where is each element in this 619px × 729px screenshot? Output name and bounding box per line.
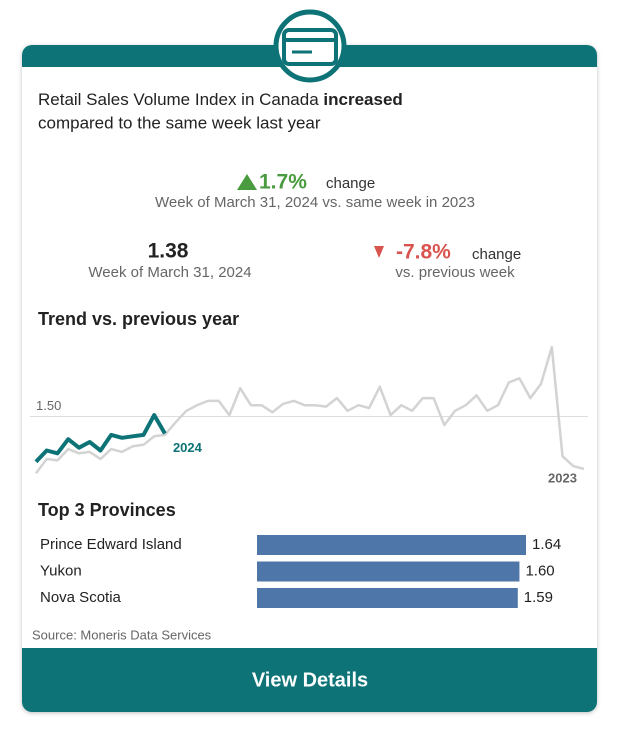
- current-caption: Week of March 31, 2024: [88, 264, 251, 281]
- value-label: 1.59: [524, 589, 553, 606]
- series-label: 2023: [548, 470, 577, 485]
- value-label: 1.64: [532, 536, 561, 553]
- bar: [257, 535, 526, 555]
- view-details-button[interactable]: [22, 648, 597, 712]
- source: Source: Moneris Data Services: [32, 627, 212, 642]
- yoy-value: 1.7%: [259, 171, 307, 194]
- value-label: 1.60: [525, 562, 554, 579]
- y-tick-label: 1.50: [36, 398, 61, 413]
- series-label: 2024: [173, 440, 203, 455]
- trend-line: [34, 413, 167, 464]
- category-label: Prince Edward Island: [40, 536, 182, 553]
- trend-title: Trend vs. previous year: [38, 309, 239, 329]
- card-icon: [282, 28, 338, 66]
- provinces-title: Top 3 Provinces: [38, 500, 176, 520]
- bar: [257, 561, 520, 582]
- headline-line2: compared to the same week last year: [38, 113, 321, 132]
- current-value: 1.38: [148, 240, 189, 263]
- card: [22, 45, 597, 712]
- trend-line: [35, 345, 585, 474]
- down-arrow: [374, 246, 384, 258]
- wow-value: -7.8%: [396, 241, 451, 264]
- category-label: Yukon: [40, 562, 82, 579]
- category-label: Nova Scotia: [40, 589, 122, 606]
- up-arrow: [237, 174, 257, 190]
- yoy-caption: Week of March 31, 2024 vs. same week in …: [155, 194, 475, 211]
- bar: [257, 588, 518, 608]
- view-details-label[interactable]: View Details: [252, 669, 368, 691]
- icon-circle: [273, 9, 347, 83]
- wow-unit: change: [472, 246, 521, 263]
- headline: Retail Sales Volume Index in Canada incr…: [38, 90, 403, 109]
- yoy-unit: change: [326, 175, 375, 192]
- wow-caption: vs. previous week: [395, 264, 515, 281]
- headline-bold: increased: [323, 90, 402, 109]
- headline-text: Retail Sales Volume Index in Canada: [38, 90, 323, 109]
